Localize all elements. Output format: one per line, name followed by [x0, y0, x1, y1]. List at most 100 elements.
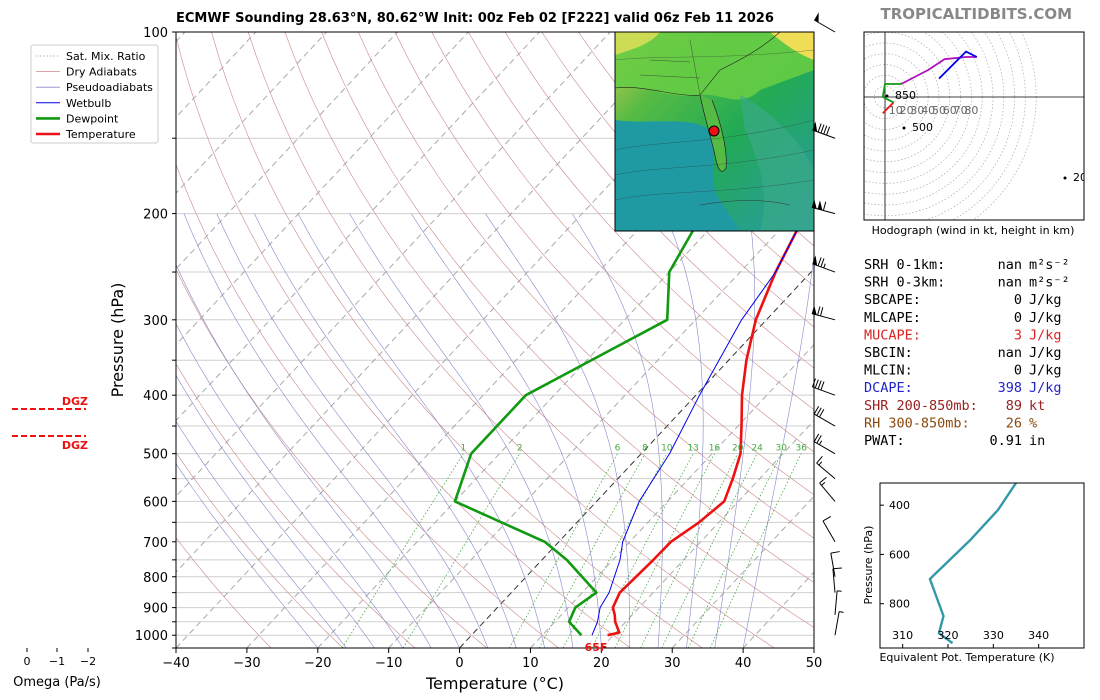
hodograph-ring-label: 50	[932, 104, 946, 117]
wind-barb-staff	[830, 553, 836, 577]
dry-adiabat	[321, 32, 814, 583]
dry-adiabat	[176, 451, 344, 648]
pseudo-adiabat	[176, 323, 404, 648]
pseudo-adiabat	[297, 213, 545, 648]
mixing-ratio-line	[402, 453, 521, 648]
wind-barb-half	[818, 461, 823, 466]
dry-adiabat	[211, 32, 703, 648]
isotherm-line	[176, 32, 469, 346]
index-value: nan	[998, 257, 1022, 273]
index-unit: J/kg	[1029, 380, 1062, 396]
y-tick-label: 500	[143, 448, 168, 463]
mixing-ratio-line	[687, 453, 782, 648]
skewt-grid	[176, 32, 814, 648]
mixing-ratio-label: 30	[776, 444, 788, 454]
wind-barb-pennant	[812, 121, 818, 132]
omega-tick-label: 0	[24, 655, 31, 668]
wind-barb-staff	[813, 441, 836, 455]
chart-legend: Sat. Mix. Ratio Dry Adiabats Pseudoadiabat…	[30, 44, 159, 144]
wind-barb-flag	[822, 201, 827, 211]
theta-y-label: Pressure (hPa)	[862, 526, 875, 605]
dry-adiabat	[468, 32, 814, 411]
wind-barb-flag	[813, 405, 820, 415]
wind-barb-flag	[819, 476, 827, 484]
y-tick-label: 300	[143, 314, 168, 329]
legend-entry: Dewpoint	[66, 112, 119, 125]
wind-barb	[811, 304, 836, 321]
index-label: MUCAPE:	[864, 327, 921, 343]
mixing-ratio-label: 20	[732, 444, 744, 454]
wind-barb-pennant	[811, 198, 817, 209]
isotherm-line	[671, 495, 814, 648]
isotherm-line	[176, 32, 327, 194]
hodograph-level-label: 850	[895, 89, 916, 102]
hodograph-level-label: 500	[912, 121, 933, 134]
dry-adiabat	[176, 268, 487, 648]
mixing-ratio-line	[509, 453, 618, 648]
wind-barb-flag	[816, 455, 823, 464]
index-value: 0.91	[989, 433, 1022, 449]
hodograph-ring-label: 10	[889, 104, 903, 117]
x-tick-label: 40	[735, 656, 752, 671]
wind-barb-staff	[816, 462, 836, 479]
wind-barb-staff	[834, 590, 838, 615]
y-tick-label: 700	[143, 536, 168, 551]
wind-barb-staff	[822, 520, 836, 543]
wind-barb-flag	[817, 380, 822, 390]
legend-entry: Wetbulb	[66, 97, 111, 110]
indices-panel: SRH 0-1km: nan m²s⁻² SRH 0-3km: nan m²s⁻² SBCA…	[864, 257, 1070, 449]
wind-barb	[834, 590, 842, 615]
index-label: MLCIN:	[864, 363, 913, 379]
isotherm-line	[176, 32, 682, 573]
dry-adiabat	[504, 32, 814, 369]
x-tick-label: 30	[664, 656, 681, 671]
wind-barb-flag	[811, 378, 816, 388]
index-unit: J/kg	[1029, 292, 1062, 308]
y-tick-label: 800	[143, 571, 168, 586]
index-label: PWAT:	[864, 433, 905, 449]
wind-barb-pennant	[812, 255, 818, 266]
skewt-plot-frame	[175, 31, 815, 649]
index-unit: J/kg	[1029, 327, 1062, 343]
mixing-ratio-label: 8	[642, 444, 648, 454]
pseudo-adiabat	[254, 213, 517, 648]
hodograph-ring-label: 40	[921, 104, 935, 117]
index-label: DCAPE:	[864, 380, 913, 396]
y-axis-label: Pressure (hPa)	[108, 283, 127, 398]
theta-e-panel: 310 320 330 340 400 600 800 Equivalent Pot. Te…	[862, 482, 1085, 664]
wind-barb	[811, 198, 836, 215]
wind-barb-flag	[817, 123, 822, 133]
legend-entry: Sat. Mix. Ratio	[66, 50, 146, 63]
theta-x-tick-label: 320	[938, 629, 959, 642]
x-tick-label: 20	[593, 656, 610, 671]
wind-barb	[822, 516, 836, 543]
wind-barb	[811, 378, 836, 396]
wind-barb	[812, 121, 836, 139]
mixing-ratio-label: 6	[615, 444, 621, 454]
index-value: 0	[1014, 310, 1022, 326]
wind-barb-flag	[817, 306, 821, 316]
x-tick-label: −30	[233, 656, 260, 671]
mixing-ratio-label: 10	[661, 444, 673, 454]
hodograph-1-3-km	[881, 83, 902, 104]
hodograph-ring-label: 20	[900, 104, 914, 117]
wind-barb	[816, 455, 836, 479]
index-label: SHR 200-850mb:	[864, 398, 978, 414]
isotherm-line	[176, 32, 398, 270]
index-unit: in	[1029, 433, 1045, 449]
index-value: nan	[998, 345, 1022, 361]
pseudo-adiabat	[714, 213, 756, 648]
y-tick-label: 200	[143, 208, 168, 223]
index-value: 398	[998, 380, 1022, 396]
index-value: 26	[1006, 415, 1022, 431]
index-value: nan	[998, 275, 1022, 291]
pseudo-adiabat	[349, 213, 574, 648]
surface-temp-label: 65F	[585, 641, 608, 654]
x-tick-label: −20	[304, 656, 331, 671]
theta-x-label: Equivalent Pot. Temperature (K)	[879, 651, 1054, 664]
pseudo-adiabat	[411, 213, 602, 648]
index-label: SRH 0-3km:	[864, 275, 945, 291]
index-value: 0	[1014, 292, 1022, 308]
brand-watermark: TROPICALTIDBITS.COM	[881, 5, 1073, 23]
x-tick-label: −10	[375, 656, 402, 671]
